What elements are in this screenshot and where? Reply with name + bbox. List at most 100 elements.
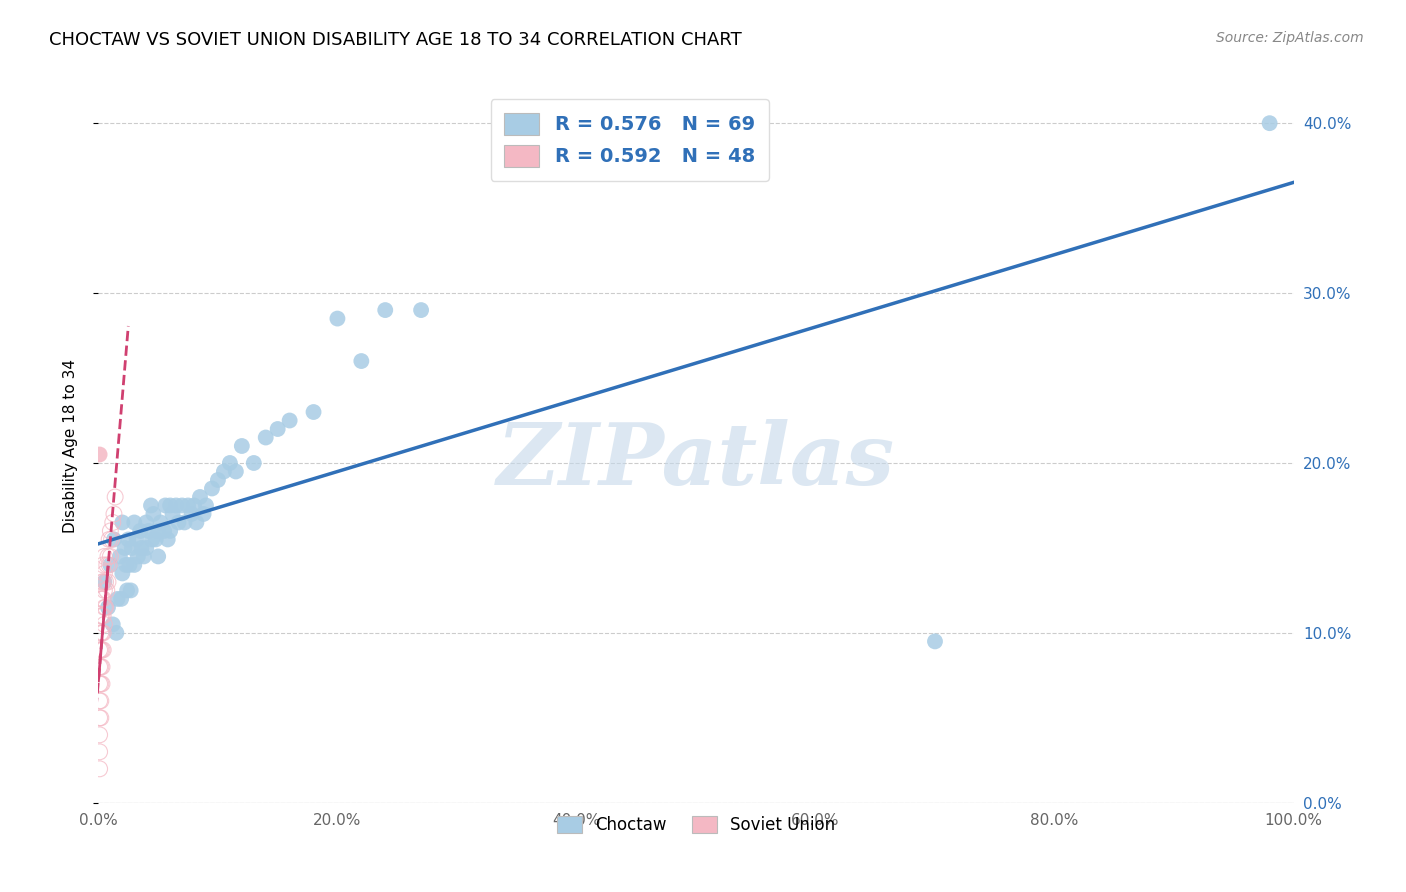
Point — [162, 507, 184, 521]
Point — [135, 541, 157, 555]
Point — [267, 422, 290, 436]
Point — [93, 583, 115, 598]
Point — [148, 549, 170, 564]
Point — [90, 660, 112, 674]
Point — [111, 516, 134, 530]
Point — [186, 516, 208, 530]
Point — [138, 524, 160, 538]
Point — [91, 591, 114, 606]
Point — [89, 728, 111, 742]
Point — [97, 549, 120, 564]
Point — [1258, 116, 1281, 130]
Text: Source: ZipAtlas.com: Source: ZipAtlas.com — [1216, 31, 1364, 45]
Point — [219, 456, 242, 470]
Point — [94, 600, 117, 615]
Point — [90, 591, 112, 606]
Point — [107, 591, 129, 606]
Point — [924, 634, 946, 648]
Point — [90, 643, 112, 657]
Point — [195, 499, 218, 513]
Point — [111, 566, 134, 581]
Point — [193, 507, 215, 521]
Point — [110, 591, 132, 606]
Point — [231, 439, 253, 453]
Point — [100, 533, 122, 547]
Point — [94, 574, 117, 589]
Point — [89, 677, 111, 691]
Point — [91, 574, 114, 589]
Point — [91, 591, 114, 606]
Point — [132, 549, 155, 564]
Point — [139, 499, 162, 513]
Point — [177, 499, 200, 513]
Point — [188, 490, 211, 504]
Point — [91, 558, 114, 572]
Point — [91, 626, 114, 640]
Point — [129, 524, 152, 538]
Y-axis label: Disability Age 18 to 34: Disability Age 18 to 34 — [63, 359, 77, 533]
Point — [159, 524, 181, 538]
Text: ZIPatlas: ZIPatlas — [496, 418, 896, 502]
Point — [131, 541, 153, 555]
Point — [91, 574, 114, 589]
Point — [207, 473, 229, 487]
Point — [91, 660, 114, 674]
Point — [124, 558, 146, 572]
Point — [90, 677, 112, 691]
Point — [167, 516, 190, 530]
Point — [153, 524, 176, 538]
Point — [180, 507, 202, 521]
Point — [108, 549, 131, 564]
Point — [411, 303, 433, 318]
Point — [145, 533, 167, 547]
Point — [326, 311, 349, 326]
Point — [97, 600, 120, 615]
Point — [156, 533, 179, 547]
Point — [89, 762, 111, 776]
Point — [165, 499, 187, 513]
Point — [91, 608, 114, 623]
Point — [115, 583, 138, 598]
Point — [127, 549, 149, 564]
Point — [120, 583, 142, 598]
Point — [115, 558, 138, 572]
Point — [89, 660, 111, 674]
Point — [98, 549, 122, 564]
Point — [98, 558, 121, 572]
Point — [90, 694, 112, 708]
Point — [98, 533, 121, 547]
Point — [90, 608, 112, 623]
Legend: Choctaw, Soviet Union: Choctaw, Soviet Union — [547, 806, 845, 845]
Point — [141, 533, 163, 547]
Point — [117, 533, 139, 547]
Point — [90, 626, 112, 640]
Point — [374, 303, 396, 318]
Point — [103, 533, 125, 547]
Point — [89, 643, 111, 657]
Point — [173, 516, 195, 530]
Point — [96, 583, 118, 598]
Point — [105, 626, 128, 640]
Point — [89, 694, 111, 708]
Point — [93, 549, 115, 564]
Point — [98, 524, 122, 538]
Point — [91, 608, 114, 623]
Point — [93, 566, 115, 581]
Point — [93, 574, 115, 589]
Point — [90, 711, 112, 725]
Point — [159, 499, 181, 513]
Point — [93, 617, 115, 632]
Point — [212, 465, 235, 479]
Point — [172, 499, 194, 513]
Point — [350, 354, 373, 368]
Point — [104, 490, 127, 504]
Point — [142, 507, 165, 521]
Point — [225, 465, 247, 479]
Point — [103, 507, 125, 521]
Point — [96, 558, 118, 572]
Point — [101, 516, 124, 530]
Point — [121, 541, 143, 555]
Point — [89, 711, 111, 725]
Point — [254, 430, 277, 444]
Text: CHOCTAW VS SOVIET UNION DISABILITY AGE 18 TO 34 CORRELATION CHART: CHOCTAW VS SOVIET UNION DISABILITY AGE 1… — [49, 31, 742, 49]
